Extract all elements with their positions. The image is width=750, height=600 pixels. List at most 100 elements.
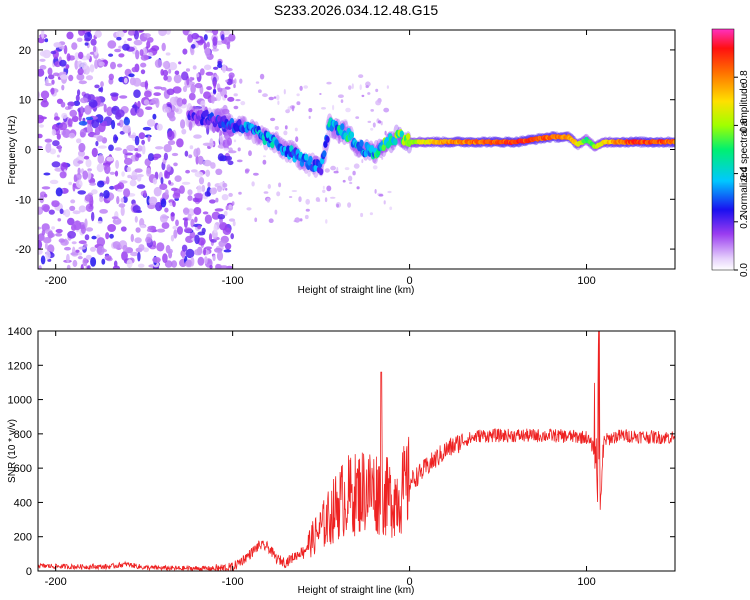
- spectrogram-noise-blob: [87, 265, 91, 269]
- spectrogram-noise-blob: [100, 86, 104, 93]
- spectrogram-noise-blob: [128, 73, 135, 78]
- spectrogram-noise-blob: [109, 171, 116, 175]
- spectrogram-noise-blob: [140, 54, 149, 61]
- spectrogram-noise-blob: [232, 220, 236, 227]
- spectrogram-noise-blob: [296, 93, 300, 97]
- spectrogram-noise-blob: [72, 210, 81, 215]
- spectrogram-noise-blob: [56, 154, 60, 158]
- spectrogram-noise-blob: [160, 198, 167, 208]
- spectrogram-noise-blob: [78, 142, 86, 153]
- spectrogram-noise-blob: [146, 119, 156, 127]
- spectrogram-noise-blob: [59, 208, 64, 215]
- spectrogram-noise-blob: [134, 216, 138, 223]
- spectrogram-noise-blob: [84, 194, 94, 202]
- spectrogram-noise-blob: [308, 108, 313, 113]
- spectrogram-noise-blob: [38, 249, 43, 255]
- spectrogram-noise-blob: [176, 97, 184, 107]
- spectrogram-noise-blob: [173, 229, 178, 239]
- spectrogram-noise-blob: [225, 79, 229, 83]
- spectrogram-noise-blob: [228, 72, 235, 79]
- snr-series-line: [38, 331, 675, 571]
- spectrogram-noise-blob: [148, 52, 153, 57]
- spectrogram-noise-blob: [44, 38, 49, 43]
- spectrogram-noise-blob: [304, 214, 309, 220]
- spectrogram-ridge-point: [204, 109, 209, 117]
- spectrogram-noise-blob: [48, 209, 55, 215]
- spectrogram-noise-blob: [233, 83, 236, 89]
- spectrogram-noise-blob: [167, 130, 175, 141]
- spectrogram-noise-blob: [184, 227, 193, 233]
- spectrogram-ridge-point: [237, 119, 242, 126]
- spectrogram-noise-blob: [127, 30, 135, 36]
- spectrogram-ytick-label: 20: [19, 45, 31, 57]
- spectrogram-noise-blob: [181, 128, 187, 135]
- spectrogram-noise-blob: [112, 217, 122, 225]
- snr-xtick-label: -100: [222, 576, 244, 588]
- spectrogram-noise-blob: [193, 106, 203, 110]
- spectrogram-noise-blob: [60, 162, 68, 172]
- spectrogram-noise-blob: [80, 264, 84, 269]
- spectrogram-noise-blob: [38, 145, 43, 149]
- spectrogram-noise-blob: [227, 96, 235, 102]
- spectrogram-noise-blob: [105, 232, 110, 240]
- spectrogram-noise-blob: [211, 48, 219, 52]
- colorbar-label: Normalized spectral amplitude: [739, 82, 750, 217]
- spectrogram-ridge-point: [399, 130, 404, 138]
- spectrogram-noise-blob: [111, 216, 119, 220]
- spectrogram-noise-blob: [222, 182, 228, 188]
- spectrogram-noise-blob: [185, 248, 195, 259]
- spectrogram-noise-blob: [188, 92, 196, 101]
- spectrogram-noise-blob: [68, 181, 72, 186]
- spectrogram-noise-blob: [192, 197, 200, 203]
- spectrogram-noise-blob: [47, 244, 55, 254]
- spectrogram-noise-blob: [276, 191, 281, 197]
- spectrogram-noise-blob: [170, 234, 175, 242]
- spectrogram-noise-blob: [159, 214, 168, 223]
- spectrogram-noise-blob: [48, 74, 55, 80]
- spectrogram-noise-blob: [107, 40, 117, 49]
- spectrogram-noise-blob: [120, 197, 125, 203]
- spectrogram-noise-blob: [384, 130, 387, 136]
- spectrogram-noise-blob: [201, 227, 206, 234]
- spectrogram-noise-blob: [66, 31, 74, 40]
- spectrogram-noise-blob: [94, 84, 100, 89]
- spectrogram-noise-blob: [106, 156, 114, 162]
- spectrogram-noise-blob: [228, 192, 233, 197]
- spectrogram-noise-blob: [69, 109, 77, 117]
- spectrogram-noise-blob: [259, 73, 265, 80]
- spectrogram-noise-blob: [129, 179, 137, 187]
- spectrogram-noise-blob: [172, 86, 182, 94]
- spectrogram-noise-blob: [345, 107, 351, 113]
- spectrogram-noise-blob: [283, 130, 288, 136]
- spectrogram-noise-blob: [212, 36, 218, 46]
- spectrogram-noise-blob: [182, 85, 188, 93]
- spectrogram-ytick-label: 0: [25, 145, 31, 157]
- spectrogram-noise-blob: [45, 250, 51, 260]
- spectrogram-noise-blob: [91, 147, 98, 158]
- spectrogram-noise-blob: [121, 171, 125, 177]
- spectrogram-noise-blob: [182, 48, 188, 55]
- spectrogram-noise-blob: [85, 75, 94, 81]
- spectrogram-xlabel: Height of straight line (km): [298, 285, 415, 296]
- spectrogram-noise-blob: [219, 136, 223, 147]
- spectrogram-noise-blob: [63, 45, 68, 55]
- spectrogram-noise-blob: [98, 61, 105, 67]
- spectrogram-noise-blob: [361, 159, 364, 164]
- spectrogram-noise-blob: [59, 59, 67, 67]
- spectrogram-noise-blob: [123, 188, 131, 198]
- spectrogram-noise-blob: [191, 32, 199, 40]
- spectrogram-noise-blob: [386, 85, 389, 89]
- spectrogram-noise-blob: [221, 34, 225, 41]
- spectrogram-noise-blob: [41, 204, 50, 212]
- spectrogram-noise-blob: [197, 155, 204, 165]
- spectrogram-noise-blob: [145, 236, 152, 244]
- spectrogram-noise-blob: [268, 218, 274, 223]
- spectrogram-noise-blob: [168, 248, 173, 254]
- snr-ytick-label: 1400: [8, 326, 32, 338]
- spectrogram-noise-blob: [158, 30, 167, 37]
- spectrogram-noise-blob: [182, 30, 190, 36]
- spectrogram-noise-blob: [136, 174, 142, 182]
- spectrogram-noise-blob: [209, 187, 217, 195]
- spectrogram-noise-blob: [217, 60, 222, 66]
